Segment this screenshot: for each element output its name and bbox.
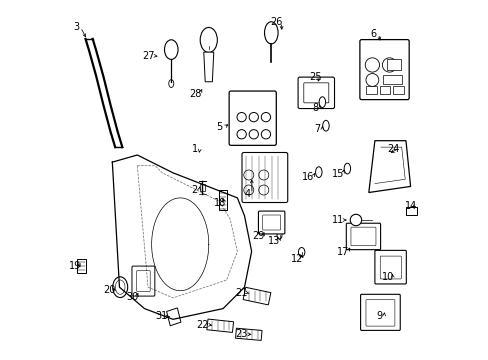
- Bar: [392, 86, 403, 94]
- Ellipse shape: [319, 97, 325, 108]
- Text: 27: 27: [142, 51, 155, 61]
- Text: 1: 1: [192, 144, 198, 154]
- Bar: [386, 59, 400, 70]
- Circle shape: [244, 170, 253, 180]
- Ellipse shape: [322, 120, 328, 131]
- Text: 19: 19: [69, 261, 81, 271]
- Ellipse shape: [298, 248, 304, 257]
- Text: 7: 7: [314, 124, 320, 134]
- FancyBboxPatch shape: [262, 215, 280, 230]
- Ellipse shape: [276, 232, 282, 239]
- Circle shape: [365, 58, 379, 72]
- Text: 14: 14: [404, 201, 416, 211]
- Bar: [219, 190, 226, 210]
- Text: 15: 15: [331, 168, 344, 179]
- FancyBboxPatch shape: [360, 294, 400, 330]
- FancyBboxPatch shape: [303, 83, 328, 103]
- Text: 23: 23: [235, 329, 247, 339]
- Text: 8: 8: [311, 103, 318, 113]
- FancyBboxPatch shape: [346, 223, 380, 249]
- Text: 12: 12: [290, 254, 303, 264]
- Text: 29: 29: [251, 231, 264, 242]
- FancyBboxPatch shape: [229, 91, 276, 145]
- Bar: [379, 86, 389, 94]
- Polygon shape: [243, 287, 270, 305]
- Polygon shape: [368, 141, 410, 193]
- Circle shape: [248, 130, 258, 139]
- Text: 6: 6: [370, 28, 376, 39]
- Circle shape: [261, 130, 270, 139]
- FancyBboxPatch shape: [374, 250, 406, 284]
- Text: 13: 13: [267, 237, 279, 247]
- Circle shape: [258, 185, 268, 195]
- Polygon shape: [235, 328, 262, 341]
- Bar: [77, 258, 86, 273]
- Ellipse shape: [168, 80, 173, 87]
- Text: 17: 17: [336, 247, 348, 257]
- Ellipse shape: [200, 27, 217, 53]
- Text: 9: 9: [376, 311, 382, 321]
- FancyBboxPatch shape: [359, 40, 408, 100]
- Text: 28: 28: [189, 89, 201, 99]
- Text: 3: 3: [73, 22, 79, 32]
- Circle shape: [237, 112, 246, 122]
- Circle shape: [258, 170, 268, 180]
- Ellipse shape: [115, 280, 125, 294]
- Bar: [200, 184, 204, 191]
- FancyBboxPatch shape: [365, 300, 394, 326]
- FancyBboxPatch shape: [136, 271, 150, 292]
- Text: 20: 20: [103, 285, 116, 295]
- FancyBboxPatch shape: [380, 256, 401, 279]
- FancyBboxPatch shape: [258, 211, 285, 234]
- Bar: [382, 75, 401, 84]
- Text: 2: 2: [191, 185, 197, 195]
- Circle shape: [365, 73, 378, 86]
- Text: 18: 18: [214, 198, 226, 208]
- Text: 24: 24: [387, 144, 399, 154]
- Circle shape: [237, 130, 246, 139]
- Text: 25: 25: [308, 72, 321, 82]
- Text: 5: 5: [216, 122, 222, 132]
- Text: 4: 4: [244, 189, 250, 199]
- Bar: [405, 207, 417, 215]
- Circle shape: [382, 58, 396, 72]
- FancyBboxPatch shape: [242, 153, 287, 203]
- Polygon shape: [206, 319, 233, 332]
- FancyBboxPatch shape: [350, 227, 375, 246]
- Circle shape: [248, 112, 258, 122]
- Ellipse shape: [315, 167, 322, 177]
- Circle shape: [261, 112, 270, 122]
- Text: 22: 22: [196, 320, 208, 330]
- Ellipse shape: [344, 163, 350, 174]
- Text: 21: 21: [235, 288, 247, 297]
- FancyBboxPatch shape: [298, 77, 334, 109]
- Circle shape: [349, 214, 361, 226]
- Text: 31: 31: [155, 311, 167, 321]
- Text: 10: 10: [381, 272, 393, 282]
- Polygon shape: [203, 52, 213, 82]
- Circle shape: [244, 185, 253, 195]
- Text: 30: 30: [125, 292, 138, 302]
- Ellipse shape: [164, 40, 178, 59]
- Text: 26: 26: [270, 17, 282, 27]
- FancyBboxPatch shape: [132, 266, 155, 296]
- Bar: [365, 86, 376, 94]
- Ellipse shape: [112, 277, 127, 297]
- Ellipse shape: [264, 22, 278, 44]
- Polygon shape: [166, 308, 181, 326]
- Text: 16: 16: [302, 172, 314, 182]
- Text: 11: 11: [331, 215, 344, 225]
